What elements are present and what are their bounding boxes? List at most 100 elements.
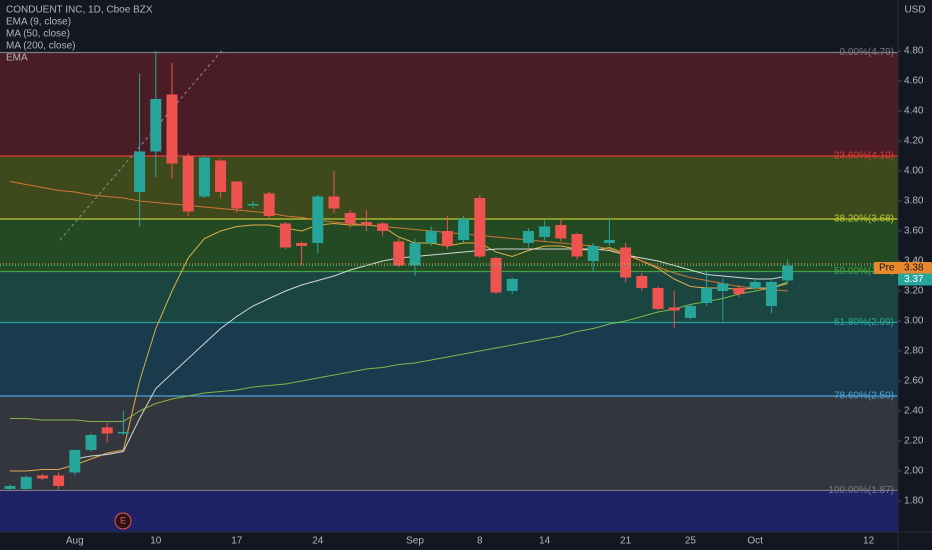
last-price-label: 3.37 — [904, 274, 924, 285]
candle-body — [377, 223, 389, 231]
candle-body — [765, 281, 777, 306]
earnings-badge[interactable] — [114, 512, 132, 530]
fib-zone — [0, 395, 898, 491]
y-tick-label: 3.00 — [904, 316, 924, 327]
earnings-label[interactable]: E — [120, 515, 126, 525]
legend-entry: EMA (9, close) — [6, 17, 71, 28]
candle-body — [652, 287, 664, 309]
fib-zone — [0, 52, 898, 156]
plot — [0, 50, 898, 491]
pre-price-box — [874, 261, 932, 274]
candle-body — [263, 193, 275, 216]
y-tick-label: 4.20 — [904, 136, 924, 147]
candle-body — [53, 475, 65, 486]
candle-body — [360, 221, 372, 225]
candle-body — [684, 305, 696, 318]
candle-body — [312, 196, 324, 243]
indicator-line — [10, 222, 788, 472]
fib-level-label: 61.80%(2.99) — [834, 317, 894, 328]
candle-body — [279, 223, 291, 248]
x-tick-label: 12 — [863, 536, 875, 547]
candle-body — [69, 449, 81, 473]
x-tick-label: 17 — [231, 536, 243, 547]
indicator-line — [10, 281, 788, 422]
fib-zone — [0, 271, 898, 323]
candle-body — [20, 476, 32, 489]
candle-body — [328, 196, 340, 209]
fib-level-label: 0.00%(4.79) — [840, 47, 894, 58]
y-tick-label: 4.00 — [904, 166, 924, 177]
candle-body — [85, 434, 97, 450]
x-tick-label: 25 — [685, 536, 697, 547]
candle-body — [198, 157, 210, 197]
candle-body — [555, 224, 567, 239]
candle-body — [150, 98, 162, 152]
candle-body — [458, 218, 470, 240]
x-tick-label: Aug — [66, 536, 84, 547]
x-tick-label: 24 — [312, 536, 324, 547]
fib-level-label: 23.60%(4.10) — [834, 151, 894, 162]
candle-body — [733, 287, 745, 294]
trend-line — [59, 47, 225, 241]
y-tick-label: 2.80 — [904, 346, 924, 357]
legend-entry: EMA — [6, 53, 28, 64]
candle-body — [620, 247, 632, 278]
candle-body — [215, 160, 227, 192]
x-tick-label: 10 — [150, 536, 162, 547]
candle-body — [134, 151, 146, 192]
y-tick-label: 3.80 — [904, 196, 924, 207]
fib-level-label: 38.20%(3.68) — [834, 214, 894, 225]
candle-body — [231, 181, 243, 209]
y-tick-label: 2.40 — [904, 406, 924, 417]
indicator-line — [74, 248, 788, 460]
y-tick-label: 1.80 — [904, 496, 924, 507]
legend-entry: MA (50, close) — [6, 29, 70, 40]
candle-body — [344, 212, 356, 224]
candle-body — [587, 245, 599, 261]
candle-body — [166, 94, 178, 164]
last-price-box — [898, 273, 932, 286]
fib-zone — [0, 490, 898, 532]
x-tick-label: Oct — [747, 536, 763, 547]
x-tick-label: 14 — [539, 536, 551, 547]
fib-zone — [0, 155, 898, 219]
candle-body — [749, 281, 761, 288]
x-tick-label: 8 — [477, 536, 483, 547]
y-tick-label: 2.00 — [904, 466, 924, 477]
candle-body — [182, 155, 194, 212]
candle-body — [441, 230, 453, 246]
currency-label: USD — [904, 5, 925, 16]
x-tick-label: 21 — [620, 536, 632, 547]
y-tick-label: 2.60 — [904, 376, 924, 387]
candle-body — [409, 242, 421, 266]
candle-body — [539, 226, 551, 237]
candle-body — [636, 275, 648, 288]
candle-body — [425, 230, 437, 243]
y-tick-label: 4.80 — [904, 46, 924, 57]
pre-label: Pre — [879, 263, 895, 274]
candle-body — [571, 233, 583, 257]
y-tick-label: 4.60 — [904, 76, 924, 87]
y-tick-label: 2.20 — [904, 436, 924, 447]
pre-price-label: 3.38 — [904, 263, 924, 274]
fib-zones: 0.00%(4.79) 23.60%(4.10) 38.20%(3.68) 50.00… — [0, 47, 898, 532]
candle-body — [393, 241, 405, 266]
fib-level-label: 50.00%(3.33) — [834, 266, 894, 277]
y-tick-label: 3.40 — [904, 256, 924, 267]
candle-body — [490, 257, 502, 293]
candle-body — [782, 265, 794, 281]
candle-body — [296, 242, 308, 246]
x-tick-label: Sep — [406, 536, 424, 547]
candle-body — [668, 307, 680, 311]
fib-level-label: 78.60%(2.50) — [834, 391, 894, 402]
fib-zone — [0, 322, 898, 396]
candle-body — [717, 283, 729, 291]
chart-title: CONDUENT INC, 1D, Cboe BZX — [6, 5, 153, 16]
candle-body — [36, 475, 48, 479]
candle-body — [4, 485, 16, 489]
candle-body — [603, 239, 615, 243]
candle-body — [701, 287, 713, 303]
y-tick-label: 3.60 — [904, 226, 924, 237]
